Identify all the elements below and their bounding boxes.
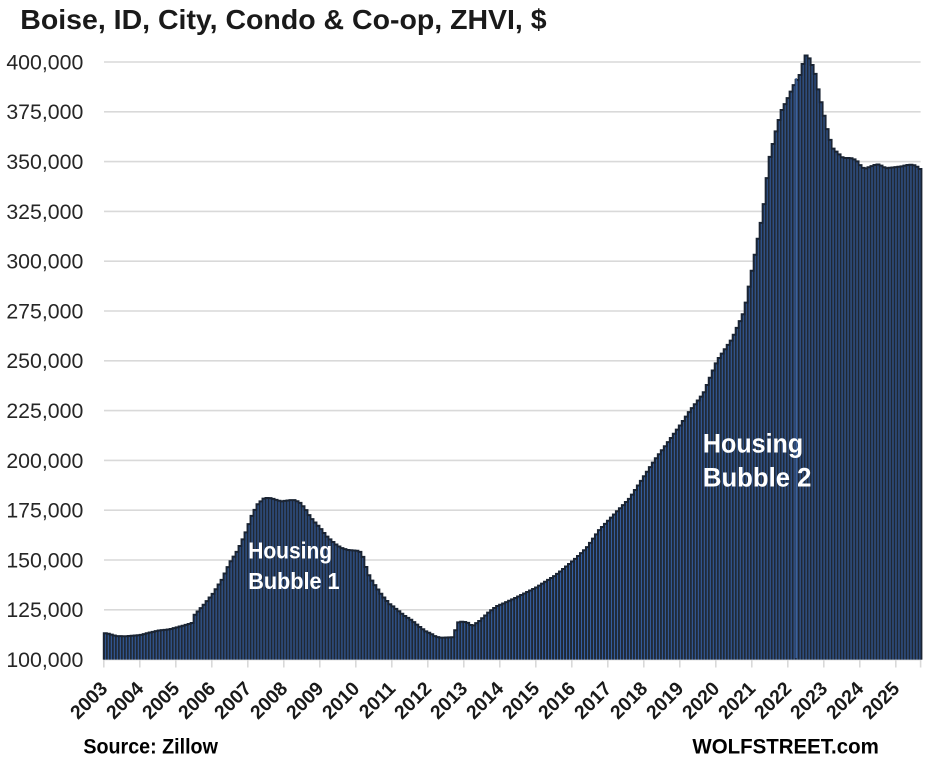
svg-text:275,000: 275,000 bbox=[6, 299, 83, 323]
svg-text:Boise, ID, City, Condo & Co-op: Boise, ID, City, Condo & Co-op, ZHVI, $ bbox=[20, 4, 547, 35]
svg-text:225,000: 225,000 bbox=[6, 399, 83, 423]
svg-text:125,000: 125,000 bbox=[6, 598, 83, 622]
svg-text:400,000: 400,000 bbox=[6, 51, 83, 75]
svg-text:300,000: 300,000 bbox=[6, 250, 83, 274]
svg-text:175,000: 175,000 bbox=[6, 499, 83, 523]
svg-text:350,000: 350,000 bbox=[6, 150, 83, 174]
svg-text:Bubble 1: Bubble 1 bbox=[248, 568, 340, 594]
svg-text:375,000: 375,000 bbox=[6, 100, 83, 124]
svg-text:Source: Zillow: Source: Zillow bbox=[83, 736, 218, 759]
svg-text:325,000: 325,000 bbox=[6, 200, 83, 224]
svg-text:200,000: 200,000 bbox=[6, 449, 83, 473]
svg-text:WOLFSTREET.com: WOLFSTREET.com bbox=[692, 735, 878, 759]
svg-text:Housing: Housing bbox=[248, 537, 332, 563]
svg-text:Housing: Housing bbox=[703, 428, 803, 458]
svg-text:Bubble 2: Bubble 2 bbox=[703, 463, 812, 493]
svg-text:250,000: 250,000 bbox=[6, 349, 83, 373]
svg-text:100,000: 100,000 bbox=[6, 648, 83, 672]
svg-text:150,000: 150,000 bbox=[6, 549, 83, 573]
